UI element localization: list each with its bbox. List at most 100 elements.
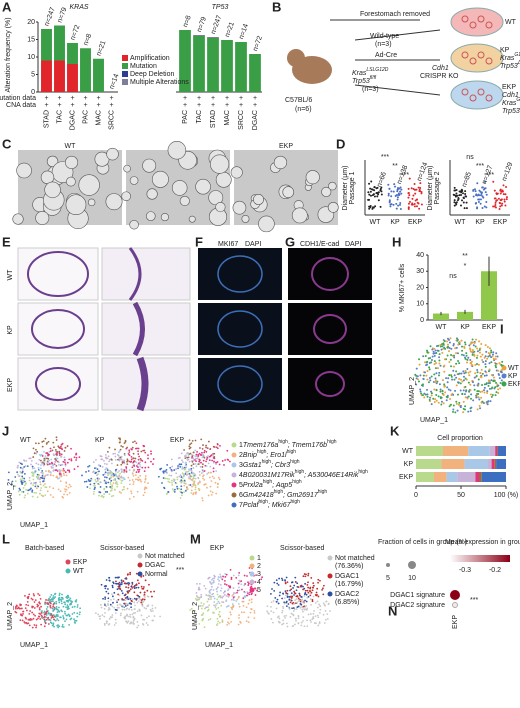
chart-title: Cell proportion	[437, 435, 483, 442]
label: DAPI	[245, 241, 261, 248]
cell	[131, 581, 134, 584]
gene: Kras	[352, 70, 367, 77]
marker-sup: high	[257, 449, 267, 455]
cell	[128, 615, 130, 618]
x-tick-label: DGAC	[252, 110, 259, 130]
cell	[56, 618, 59, 620]
cell	[116, 582, 118, 585]
cell	[62, 598, 64, 600]
cell	[137, 450, 139, 453]
dot	[407, 202, 410, 205]
cell	[198, 452, 201, 455]
legend-dot	[137, 553, 143, 559]
row-mark: +	[70, 102, 74, 109]
cell	[128, 449, 131, 452]
dish	[450, 43, 504, 73]
cell	[58, 625, 61, 628]
legend-label: WT	[508, 365, 520, 372]
cell	[292, 607, 295, 609]
cell	[145, 622, 148, 624]
dot	[398, 193, 401, 196]
cell	[498, 362, 501, 365]
organoid	[469, 57, 477, 65]
cell	[13, 485, 15, 487]
cell	[217, 606, 220, 609]
cell	[135, 584, 138, 586]
cell	[316, 587, 319, 590]
cell	[125, 586, 127, 589]
cell	[180, 488, 183, 491]
legend-dot	[501, 381, 507, 387]
row-mark: +	[183, 95, 187, 102]
cell	[304, 575, 307, 578]
if-image	[288, 358, 372, 410]
cell	[213, 604, 215, 607]
cell	[448, 347, 451, 350]
cell	[440, 400, 443, 403]
cell	[306, 625, 309, 627]
cell	[450, 354, 453, 357]
cell	[76, 615, 79, 618]
organoid	[469, 21, 477, 29]
cell	[31, 467, 34, 470]
cell	[198, 460, 201, 463]
cell	[132, 470, 135, 472]
cell	[468, 374, 471, 377]
cell	[76, 604, 79, 606]
cell	[208, 589, 211, 592]
cell	[109, 481, 112, 484]
cell	[433, 401, 436, 404]
cell	[116, 604, 119, 607]
cell	[62, 496, 65, 499]
cell	[471, 353, 474, 356]
cell	[458, 401, 461, 404]
cell	[438, 362, 441, 365]
cell	[419, 390, 422, 393]
cell	[183, 484, 186, 487]
cell	[213, 574, 216, 577]
cell	[467, 381, 470, 384]
label: MKI67	[218, 241, 238, 248]
cell	[14, 476, 17, 478]
cell	[185, 486, 188, 488]
cell	[223, 594, 226, 596]
cell	[53, 625, 55, 628]
legend-dot	[327, 591, 333, 597]
cell	[464, 369, 467, 372]
cell	[464, 405, 467, 408]
cell	[487, 355, 490, 358]
cell	[198, 474, 201, 476]
dot	[505, 198, 508, 201]
cell	[215, 624, 218, 626]
marker: Bnip	[243, 452, 257, 459]
cell	[243, 596, 246, 598]
dot	[374, 205, 377, 208]
cluster-label: 2Bniphigh; Ero1lhigh	[239, 449, 296, 459]
cell	[138, 455, 140, 458]
dot	[396, 190, 399, 193]
cell	[99, 486, 102, 488]
cell	[49, 471, 52, 474]
cell	[129, 571, 132, 574]
cell	[150, 590, 152, 593]
cell	[137, 476, 140, 479]
cell	[199, 466, 202, 468]
legend-label: Multiple Alterations	[130, 79, 189, 86]
cell	[239, 620, 242, 623]
organoid	[273, 155, 288, 170]
cell	[131, 598, 134, 601]
cell	[32, 456, 35, 458]
tissue	[128, 247, 142, 301]
cell	[237, 595, 240, 598]
cell	[451, 354, 454, 357]
cell	[201, 451, 203, 454]
cell	[232, 592, 235, 594]
cell	[19, 470, 22, 473]
marker-sup: high	[295, 469, 305, 475]
cell	[189, 476, 192, 479]
label: KP	[7, 325, 14, 335]
cell	[58, 592, 61, 595]
cell	[42, 440, 45, 443]
cell	[23, 484, 26, 487]
legend-dot	[231, 492, 237, 498]
